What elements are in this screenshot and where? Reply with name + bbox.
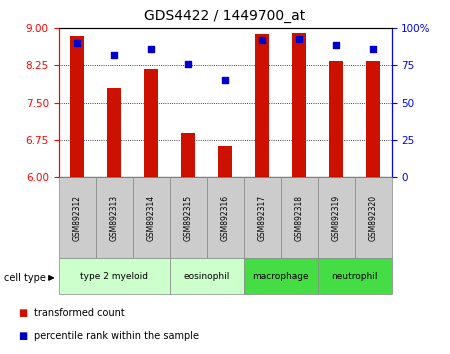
Text: eosinophil: eosinophil	[183, 272, 230, 281]
Bar	[107, 88, 122, 177]
Bar	[328, 61, 343, 177]
Point	[184, 61, 192, 67]
Bar	[132, 177, 170, 258]
Text: GDS4422 / 1449700_at: GDS4422 / 1449700_at	[144, 9, 306, 23]
Bar	[255, 34, 270, 177]
Text: GSM892320: GSM892320	[369, 195, 378, 241]
Bar	[365, 61, 380, 177]
Bar	[58, 177, 95, 258]
Text: percentile rank within the sample: percentile rank within the sample	[34, 331, 199, 341]
Text: GSM892318: GSM892318	[294, 195, 303, 241]
Text: GSM892312: GSM892312	[72, 195, 81, 241]
Bar	[280, 177, 318, 258]
Bar	[355, 177, 392, 258]
Bar	[170, 258, 243, 294]
Point	[333, 42, 340, 47]
Point	[148, 46, 155, 52]
Point	[110, 52, 117, 58]
Text: ■: ■	[18, 331, 27, 341]
Bar	[95, 177, 132, 258]
Bar	[207, 177, 243, 258]
Bar	[318, 258, 392, 294]
Bar	[170, 177, 207, 258]
Bar	[144, 69, 158, 177]
Bar	[70, 36, 85, 177]
Point	[73, 40, 81, 46]
Bar	[292, 33, 306, 177]
Point	[369, 46, 377, 52]
Text: type 2 myeloid: type 2 myeloid	[80, 272, 148, 281]
Text: GSM892313: GSM892313	[109, 195, 118, 241]
Text: GSM892315: GSM892315	[184, 195, 193, 241]
Bar	[243, 258, 318, 294]
Text: ■: ■	[18, 308, 27, 318]
Point	[258, 38, 265, 43]
Bar	[243, 177, 280, 258]
Point	[221, 78, 229, 83]
Text: macrophage: macrophage	[252, 272, 309, 281]
Bar	[180, 133, 195, 177]
Text: cell type: cell type	[4, 273, 46, 283]
Bar	[58, 258, 170, 294]
Point	[295, 36, 302, 41]
Text: neutrophil: neutrophil	[331, 272, 378, 281]
Bar	[318, 177, 355, 258]
Text: GSM892319: GSM892319	[332, 195, 341, 241]
Text: GSM892316: GSM892316	[220, 195, 230, 241]
Text: GSM892314: GSM892314	[147, 195, 156, 241]
Bar	[218, 146, 232, 177]
Text: transformed count: transformed count	[34, 308, 125, 318]
Text: GSM892317: GSM892317	[257, 195, 266, 241]
